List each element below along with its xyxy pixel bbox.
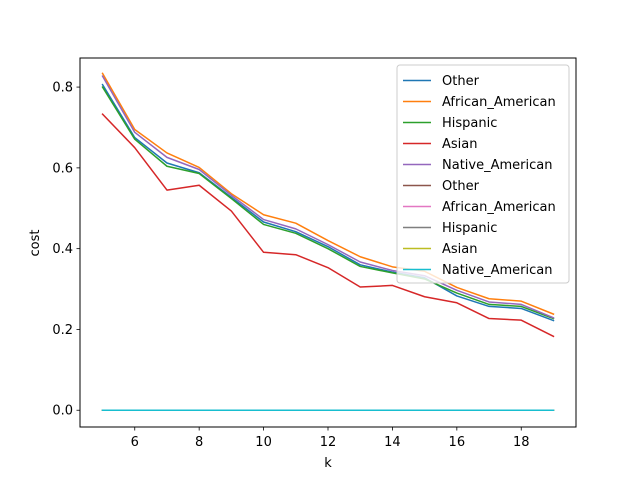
- series-line-4: [101, 113, 555, 338]
- x-tick-label: 14: [384, 435, 401, 450]
- legend-label: African_American: [442, 200, 556, 215]
- x-tick-label: 8: [195, 435, 203, 450]
- legend-label: African_American: [442, 95, 556, 110]
- legend-label: Asian: [442, 137, 477, 152]
- legend-label: Other: [442, 179, 480, 194]
- x-tick-label: 6: [131, 435, 139, 450]
- legend-label: Asian: [442, 242, 477, 257]
- legend-label: Hispanic: [442, 116, 497, 131]
- y-axis-label: cost: [28, 230, 43, 257]
- y-tick-label: 0.8: [52, 81, 73, 96]
- y-tick-label: 0.4: [52, 242, 73, 257]
- series-line-3: [101, 86, 555, 320]
- legend-label: Other: [442, 74, 480, 89]
- series-line-1: [101, 83, 555, 322]
- x-tick-label: 18: [513, 435, 530, 450]
- legend-label: Native_American: [442, 263, 552, 278]
- series-line-2: [101, 72, 555, 316]
- legend: Other African_American Hispanic Asian Native…: [396, 64, 570, 284]
- series-line-5: [101, 75, 555, 319]
- x-axis: 6 8 10 12 14 16 18: [131, 427, 530, 450]
- y-tick-label: 0.0: [52, 404, 73, 419]
- y-axis: 0.0 0.2 0.4 0.6 0.8: [52, 81, 80, 419]
- legend-label: Hispanic: [442, 221, 497, 236]
- x-tick-label: 10: [255, 435, 272, 450]
- x-axis-label: k: [324, 456, 332, 471]
- x-tick-label: 12: [320, 435, 337, 450]
- x-tick-label: 16: [449, 435, 466, 450]
- legend-label: Native_American: [442, 158, 552, 173]
- y-tick-label: 0.6: [52, 161, 73, 176]
- plot-lines: [101, 72, 555, 411]
- legend-box: [396, 64, 570, 284]
- y-tick-label: 0.2: [52, 323, 73, 338]
